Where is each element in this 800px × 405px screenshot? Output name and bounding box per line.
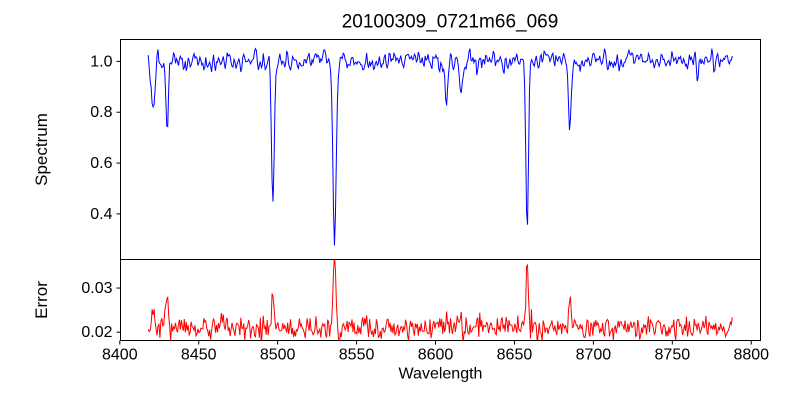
svg-text:8400: 8400 xyxy=(102,347,138,364)
svg-text:8750: 8750 xyxy=(655,347,691,364)
svg-text:8800: 8800 xyxy=(733,347,769,364)
svg-text:8700: 8700 xyxy=(576,347,612,364)
svg-text:Error: Error xyxy=(32,281,51,319)
svg-text:8450: 8450 xyxy=(181,347,217,364)
svg-text:1.0: 1.0 xyxy=(90,53,112,70)
svg-text:8550: 8550 xyxy=(339,347,375,364)
svg-text:Spectrum: Spectrum xyxy=(32,113,51,186)
svg-text:8600: 8600 xyxy=(418,347,454,364)
svg-text:20100309_0721m66_069: 20100309_0721m66_069 xyxy=(342,12,559,33)
svg-text:0.03: 0.03 xyxy=(81,280,112,297)
svg-text:8650: 8650 xyxy=(497,347,533,364)
svg-text:0.02: 0.02 xyxy=(81,324,112,341)
svg-text:Wavelength: Wavelength xyxy=(399,366,483,383)
svg-text:0.8: 0.8 xyxy=(90,104,112,121)
svg-text:0.6: 0.6 xyxy=(90,155,112,172)
svg-text:8500: 8500 xyxy=(260,347,296,364)
svg-text:0.4: 0.4 xyxy=(90,206,112,223)
